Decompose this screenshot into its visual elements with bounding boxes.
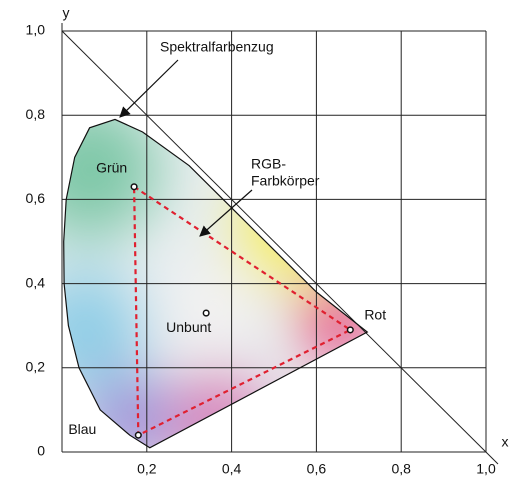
annotation: RGB-	[251, 156, 286, 172]
y-tick-label: 0,8	[26, 106, 46, 122]
annotation-arrow	[199, 189, 253, 237]
x-tick-label: 0,6	[307, 461, 327, 477]
point-label: Grün	[96, 159, 127, 175]
y-tick-label: 0,2	[26, 359, 46, 375]
locus-fill	[63, 119, 368, 448]
annotation: Spektralfarbenzug	[160, 39, 274, 55]
annotation: Farbkörper	[251, 173, 320, 189]
y-tick-label: 0	[37, 443, 45, 459]
x-tick-label: 0,8	[391, 461, 411, 477]
point	[346, 326, 354, 334]
point	[134, 431, 142, 439]
rgb-triangle	[132, 185, 353, 437]
x-tick-label: 0,4	[222, 461, 242, 477]
y-tick-label: 1,0	[26, 22, 46, 38]
point	[130, 183, 138, 191]
x-tick-label: 1,0	[476, 461, 496, 477]
point	[202, 309, 210, 317]
y-tick-label: 0,6	[26, 190, 46, 206]
point-label: Rot	[364, 307, 386, 323]
annotation-arrow	[119, 59, 179, 118]
point-label: Blau	[68, 421, 96, 437]
y-tick-label: 0,4	[26, 274, 46, 290]
x-tick-label: 0,2	[137, 461, 157, 477]
x-axis-label: x	[502, 434, 509, 450]
spectral-locus	[63, 118, 369, 449]
y-axis-label: y	[63, 5, 70, 21]
point-label: Unbunt	[166, 319, 211, 335]
